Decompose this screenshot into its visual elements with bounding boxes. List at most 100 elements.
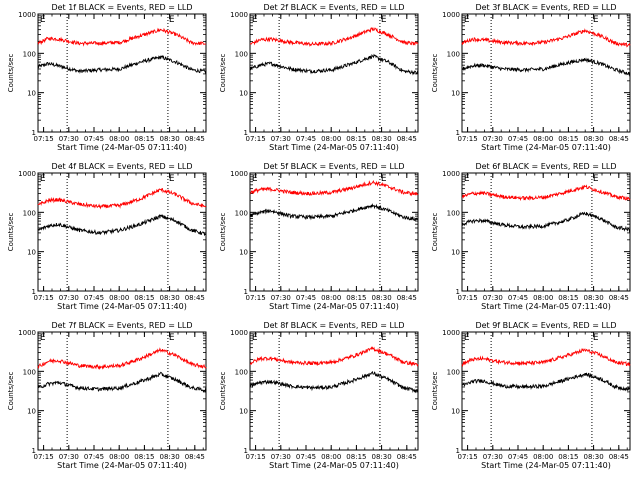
event-marker-label: E [252,333,258,343]
events-series-line [249,370,419,394]
chart-panel-2: Det 2f BLACK = Events, RED = LLD 1 10 100 10… [219,3,419,152]
chart-panel-1: Det 1f BLACK = Events, RED = LLD 1 10 100 10… [7,3,207,152]
lld-series-line [37,187,207,210]
y-tick-label: 1000 [230,329,248,337]
chart-title: Det 5f BLACK = Events, RED = LLD [263,162,404,171]
chart-panel-9: Det 9f BLACK = Events, RED = LLD 1 10 100 10… [431,321,631,470]
event-marker-label: E [40,15,46,25]
plot-frame [249,172,419,292]
y-tick-label: 100 [235,368,248,376]
events-series-line [37,54,207,75]
y-tick-label: 1 [32,288,36,296]
events-series-line [461,57,631,77]
event-marker-label: E [593,174,599,184]
event-marker-label: E [464,174,470,184]
y-tick-label: 100 [235,209,248,217]
x-tick-label: 07:15 [246,453,266,461]
x-tick-label: 08:45 [397,294,417,302]
x-tick-label: 07:30 [483,135,503,143]
x-tick-label: 08:00 [109,294,129,302]
x-tick-label: 08:15 [346,453,366,461]
x-tick-label: 07:30 [271,453,291,461]
x-tick-label: 08:00 [321,453,341,461]
x-tick-label: 08:45 [185,453,205,461]
x-tick-label: 07:15 [34,453,54,461]
x-tick-label: 08:00 [109,135,129,143]
y-tick-label: 1000 [230,170,248,178]
x-tick-label: 08:15 [134,294,154,302]
y-tick-label: 1000 [18,170,36,178]
x-tick-label: 07:15 [458,294,478,302]
x-tick-label: 08:15 [558,135,578,143]
y-tick-label: 1000 [230,11,248,19]
events-series-line [249,53,419,76]
y-tick-label: 1000 [442,329,460,337]
event-marker-label: E [252,15,258,25]
event-marker-label: E [464,333,470,343]
event-marker-label: E [381,174,387,184]
chart-title: Det 1f BLACK = Events, RED = LLD [51,3,192,12]
x-tick-label: 08:30 [160,294,180,302]
plot-frame [461,172,631,292]
x-tick-label: 08:15 [558,453,578,461]
x-tick-label: 08:00 [533,453,553,461]
y-tick-label: 1000 [442,11,460,19]
chart-title: Det 9f BLACK = Events, RED = LLD [475,321,616,330]
x-tick-label: 08:45 [397,135,417,143]
x-tick-label: 08:45 [609,453,629,461]
x-tick-label: 08:15 [346,135,366,143]
y-tick-label: 100 [447,368,460,376]
x-tick-label: 07:15 [246,294,266,302]
events-series-line [37,371,207,393]
x-tick-label: 07:30 [483,294,503,302]
x-tick-label: 08:30 [584,135,604,143]
y-tick-label: 10 [451,249,460,257]
y-axis-label: Counts/sec [219,54,227,93]
chart-title: Det 4f BLACK = Events, RED = LLD [51,162,192,171]
plot-frame [37,13,207,133]
x-tick-label: 08:00 [533,135,553,143]
event-marker-label: E [593,333,599,343]
y-tick-label: 100 [23,50,36,58]
x-tick-label: 07:30 [59,453,79,461]
x-tick-label: 08:00 [533,294,553,302]
events-series-line [249,202,419,222]
x-tick-label: 08:30 [160,453,180,461]
x-tick-label: 07:45 [508,135,528,143]
y-tick-label: 10 [239,249,248,257]
y-tick-label: 1 [456,447,460,455]
x-tick-label: 08:30 [584,453,604,461]
y-tick-label: 1 [456,129,460,137]
x-tick-label: 08:45 [185,135,205,143]
events-series-line [461,211,631,234]
chart-title: Det 8f BLACK = Events, RED = LLD [263,321,404,330]
x-tick-label: 07:15 [458,135,478,143]
x-tick-label: 07:45 [296,294,316,302]
x-tick-label: 08:45 [609,294,629,302]
x-tick-label: 07:45 [84,135,104,143]
event-marker-label: E [381,15,387,25]
y-axis-label: Counts/sec [7,54,15,93]
lld-series-line [249,27,419,47]
chart-panel-3: Det 3f BLACK = Events, RED = LLD 1 10 100 10… [431,3,631,152]
x-tick-label: 08:15 [558,294,578,302]
plot-frame [37,331,207,451]
x-axis-label: Start Time (24-Mar-05 07:11:40) [481,143,611,152]
y-axis-label: Counts/sec [7,372,15,411]
x-tick-label: 07:15 [246,135,266,143]
chart-title: Det 7f BLACK = Events, RED = LLD [51,321,192,330]
plot-frame [461,331,631,451]
y-tick-label: 1 [244,447,248,455]
x-tick-label: 08:15 [346,294,366,302]
x-tick-label: 08:30 [372,135,392,143]
event-marker-label: E [40,333,46,343]
x-tick-label: 07:15 [34,294,54,302]
event-marker-label: E [252,174,258,184]
chart-title: Det 6f BLACK = Events, RED = LLD [475,162,616,171]
chart-title: Det 2f BLACK = Events, RED = LLD [263,3,404,12]
chart-panel-8: Det 8f BLACK = Events, RED = LLD 1 10 100 10… [219,321,419,470]
x-tick-label: 07:15 [458,453,478,461]
lld-series-line [37,347,207,371]
chart-panel-4: Det 4f BLACK = Events, RED = LLD 1 10 100 10… [7,162,207,311]
